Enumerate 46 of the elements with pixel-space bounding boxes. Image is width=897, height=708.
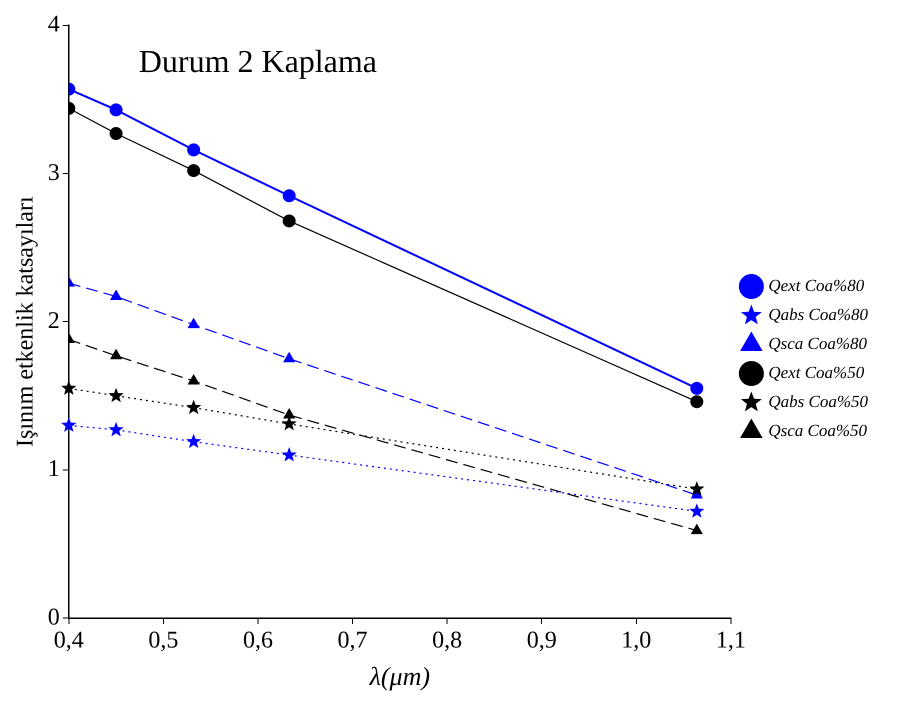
point	[282, 214, 296, 228]
point	[187, 164, 200, 178]
point	[283, 352, 295, 362]
legend-label: Qext Coa%80	[768, 276, 865, 295]
x-tick-label: 0,9	[526, 628, 557, 654]
point	[282, 447, 297, 462]
point	[690, 395, 704, 408]
legend-label: Qsca Coa%80	[768, 334, 868, 353]
point	[282, 189, 296, 202]
y-tick-label: 4	[48, 12, 60, 38]
x-tick-label: 0,5	[148, 628, 178, 654]
point	[110, 290, 122, 300]
point	[188, 374, 200, 384]
point	[689, 503, 704, 518]
point	[110, 103, 123, 116]
point	[108, 388, 124, 402]
x-axis-title: λ(μm)	[368, 662, 430, 692]
point	[188, 318, 200, 328]
point	[691, 524, 703, 534]
point	[690, 382, 704, 395]
x-tick-label: 0,4	[54, 628, 84, 654]
point	[61, 417, 76, 432]
legend-label: Qabs Coa%80	[768, 304, 868, 324]
legend-label: Qext Coa%50	[768, 362, 865, 382]
y-axis-title: Işınım etkenlik katsayıları	[12, 196, 39, 448]
y-tick-label: 2	[48, 308, 60, 334]
point	[186, 434, 202, 448]
y-tick-label: 1	[48, 456, 60, 482]
point	[186, 400, 202, 414]
point	[283, 408, 295, 419]
y-tick-label: 3	[48, 160, 60, 186]
x-tick-label: 1,0	[621, 628, 652, 654]
y-tick-label: 0	[48, 604, 60, 630]
point	[110, 127, 123, 140]
x-tick-label: 0,8	[432, 628, 462, 654]
point	[61, 380, 76, 395]
point	[187, 143, 200, 156]
x-tick-label: 0,6	[242, 628, 273, 654]
x-tick-label: 1,1	[716, 628, 746, 654]
text: Durum 2 Kaplama	[138, 42, 377, 79]
legend-label: Qabs Coa%50	[768, 392, 868, 411]
point	[108, 422, 124, 436]
legend-label: Qsca Coa%50	[768, 420, 868, 440]
point	[689, 481, 704, 496]
x-tick-label: 0,7	[338, 628, 368, 654]
point	[110, 349, 122, 360]
